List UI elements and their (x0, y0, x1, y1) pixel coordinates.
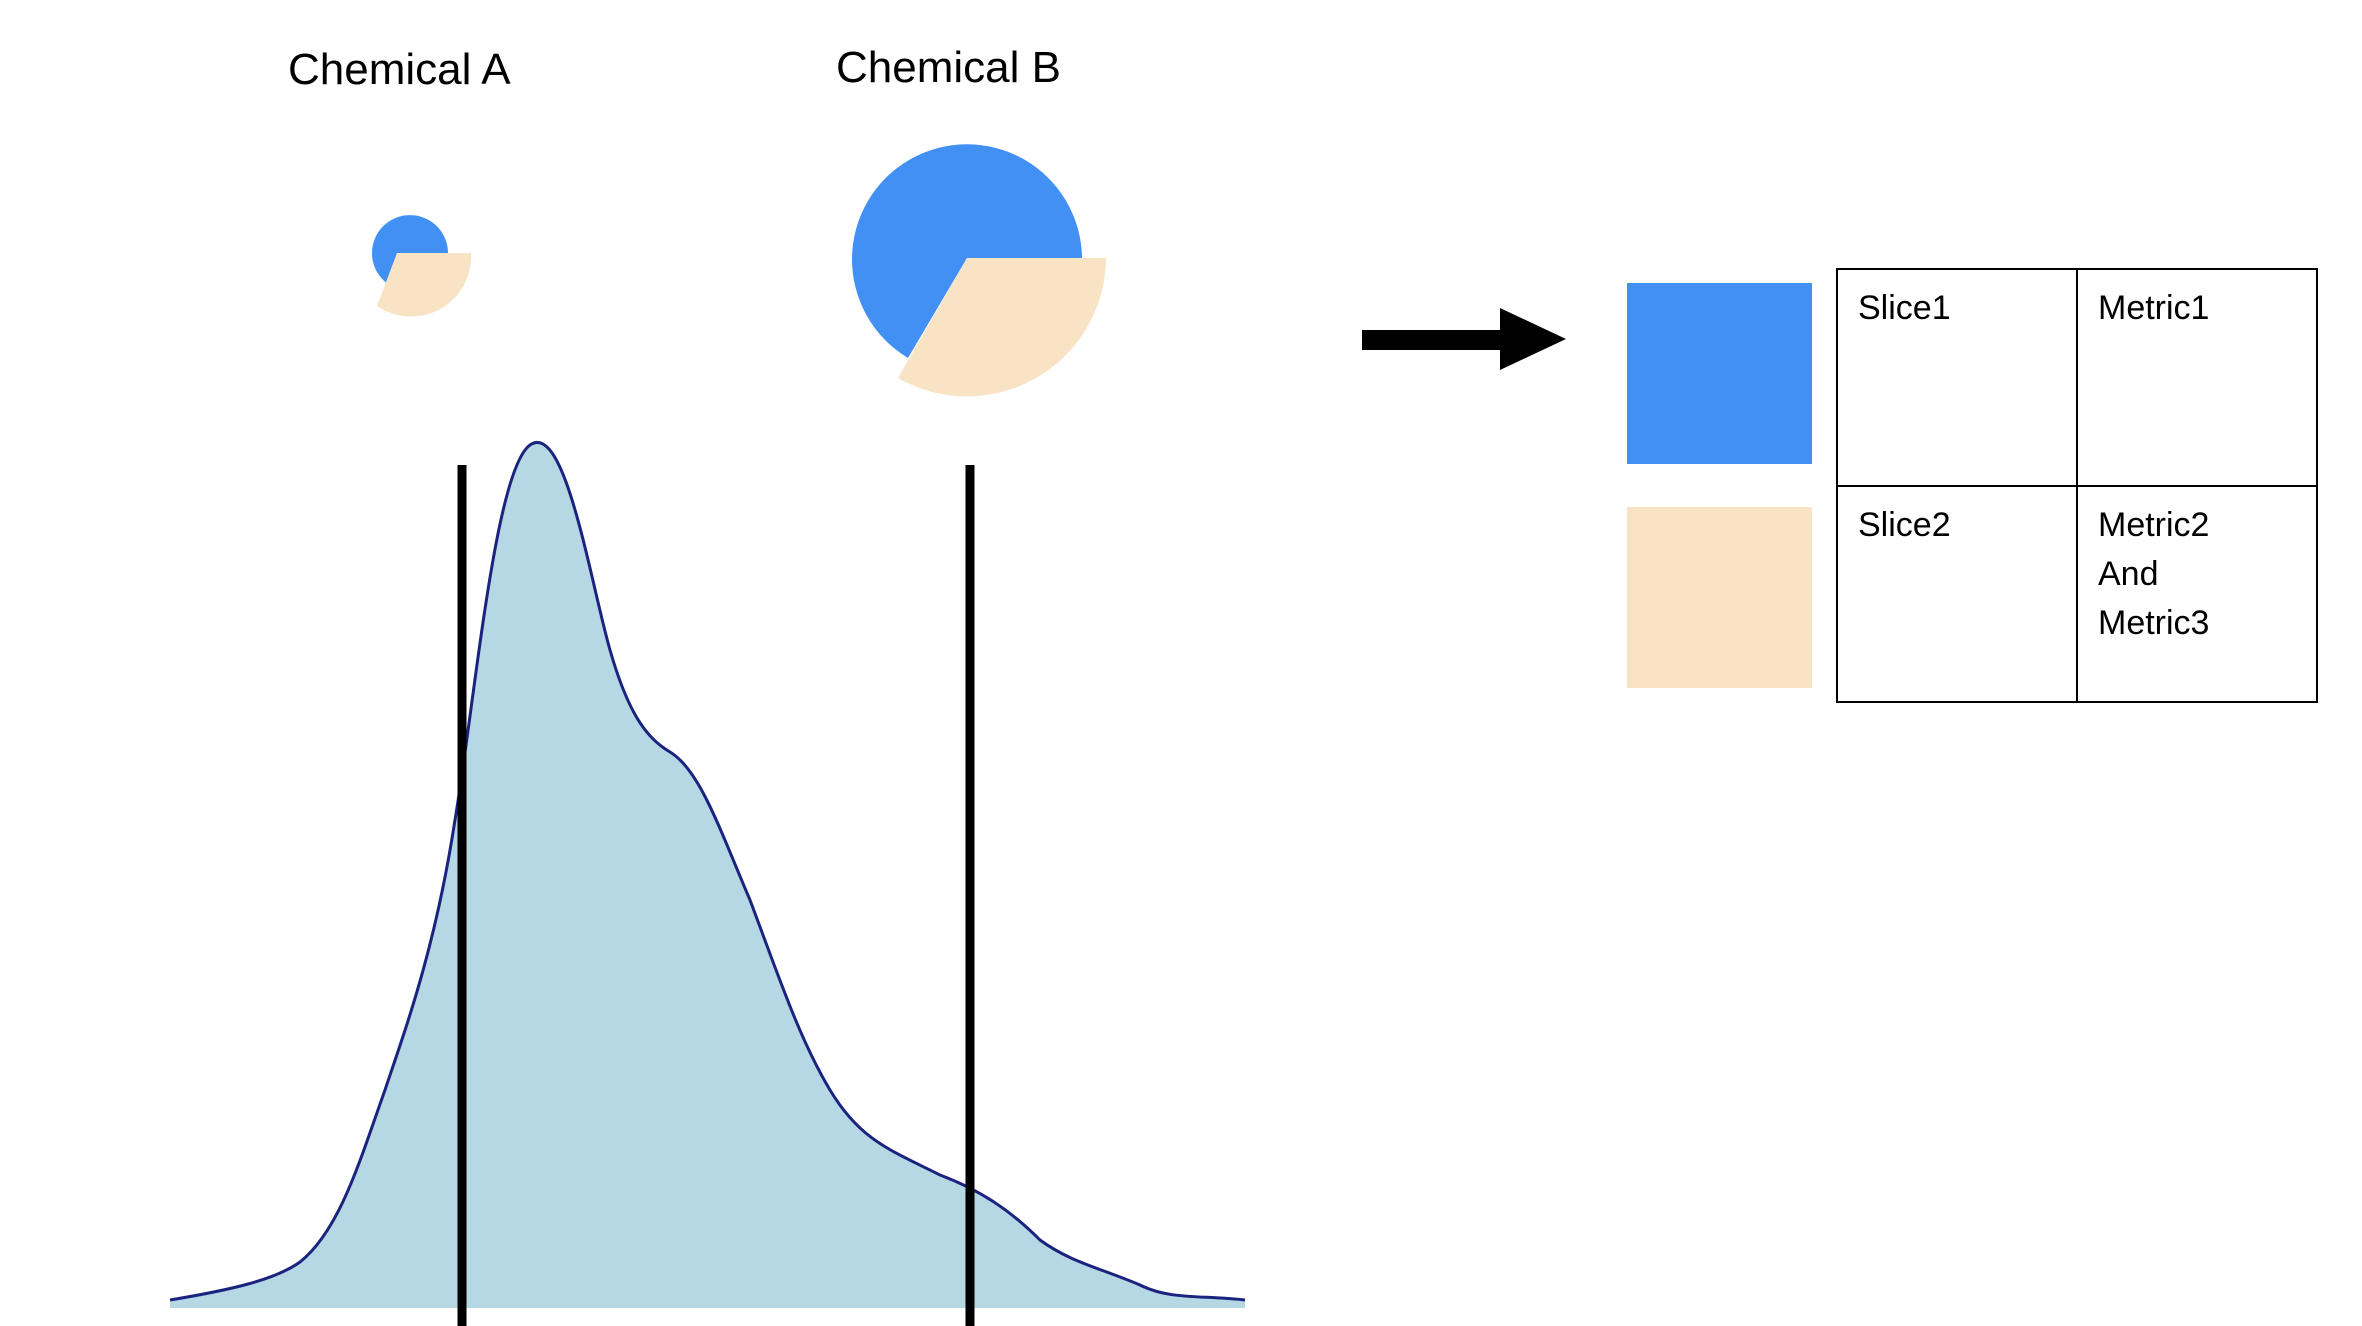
chemical-a-pie-slice1 (372, 215, 448, 286)
density-curve-fill (170, 442, 1245, 1308)
legend-metric-cell: Metric2 And Metric3 (2076, 484, 2318, 703)
slice1-color-swatch (1627, 283, 1812, 464)
density-curve-line (169, 440, 1246, 1302)
legend-row: Slice2 Metric2 And Metric3 (1836, 484, 2318, 703)
chemical-a-label: Chemical A (288, 45, 511, 94)
arrow-right-icon (1362, 308, 1566, 370)
chemical-a-pie (372, 215, 472, 317)
slice2-color-swatch (1627, 507, 1812, 688)
chemical-b-pie-slice2 (898, 258, 1106, 397)
legend-slice-cell: Slice2 (1836, 484, 2078, 703)
legend-metric-cell: Metric1 (2076, 268, 2318, 487)
legend-table: Slice1 Metric1 Slice2 Metric2 And Metric… (1836, 268, 2318, 703)
chemical-a-pie-slice2 (377, 253, 472, 317)
chemical-b-pie (852, 144, 1106, 397)
legend-row: Slice1 Metric1 (1836, 268, 2318, 487)
chemical-b-label: Chemical B (836, 43, 1061, 92)
legend-slice-cell: Slice1 (1836, 268, 2078, 487)
chemical-b-pie-slice1 (852, 144, 1082, 358)
